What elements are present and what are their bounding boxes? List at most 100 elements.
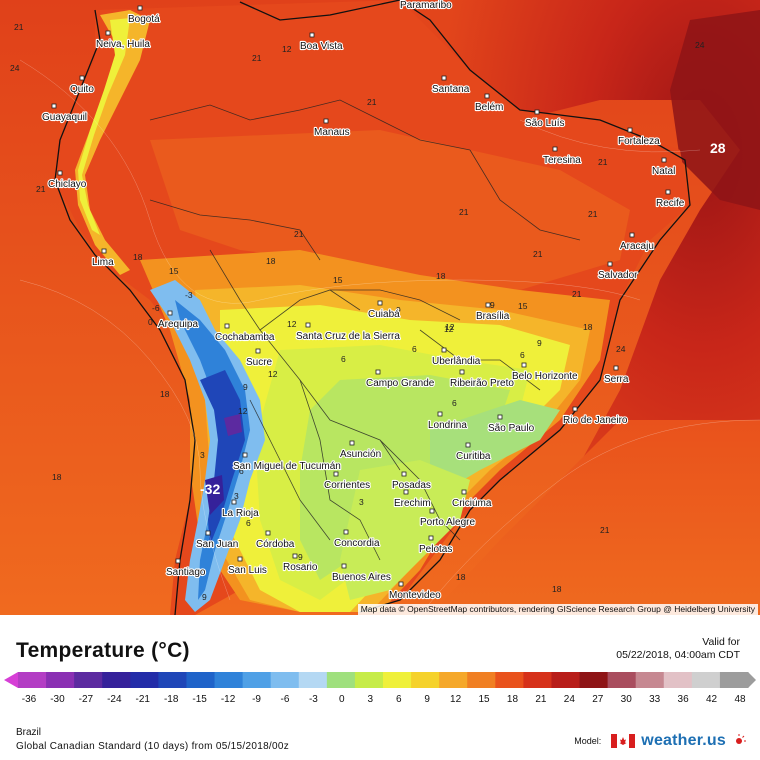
city-dot: [484, 93, 490, 99]
city-dot: [607, 261, 613, 267]
south-atlantic-fill: [430, 420, 760, 615]
north-andes-strip: [75, 10, 150, 275]
city-label: Quito: [70, 84, 94, 95]
city-label: Pelotas: [419, 544, 452, 555]
scale-swatch: [551, 672, 581, 688]
city-dot: [572, 406, 578, 412]
contour-label: 24: [616, 344, 626, 354]
brand-block[interactable]: Model: weather.us: [574, 728, 746, 754]
city-dot: [441, 75, 447, 81]
city-label: Corrientes: [324, 480, 370, 491]
city-label: La Rioja: [222, 508, 259, 519]
site-logo[interactable]: weather.us: [641, 732, 726, 749]
scale-swatch: [354, 672, 384, 688]
scale-swatch: [242, 672, 272, 688]
city-label: Criciúma: [452, 498, 492, 509]
city-dot: [441, 347, 447, 353]
city-label: Aracaju: [620, 241, 654, 252]
city-dot: [51, 103, 57, 109]
city-label: Cochabamba: [215, 332, 275, 343]
city-label: Sucre: [246, 357, 273, 368]
city-dot: [79, 75, 85, 81]
city-dot: [205, 530, 211, 536]
scale-swatch: [523, 672, 552, 688]
map-attribution: Map data © OpenStreetMap contributors, r…: [357, 604, 758, 615]
contour-label: 9: [490, 300, 495, 310]
scale-swatch: [383, 672, 412, 688]
scale-tick-label: 18: [506, 694, 519, 705]
model-label: Model:: [574, 736, 602, 746]
scale-tick-label: 21: [535, 694, 547, 705]
city-label: Montevideo: [389, 590, 441, 601]
scale-swatch: [663, 672, 693, 688]
contour-label: 6: [520, 350, 525, 360]
scale-swatch: [214, 672, 244, 688]
city-label: Teresina: [543, 155, 581, 166]
contour-label: 24: [10, 63, 20, 73]
min-temp-label: -32: [200, 481, 220, 497]
city-label: Londrina: [428, 420, 467, 431]
scale-swatch: [579, 672, 609, 688]
andes-coldest-patch: [224, 414, 242, 436]
contour-label: 9: [243, 382, 248, 392]
contour-label: 9: [298, 552, 303, 562]
city-label: Belo Horizonte: [512, 371, 578, 382]
city-dot: [175, 558, 181, 564]
city-label: Guayaquil: [42, 112, 87, 123]
city-label: Serra: [604, 374, 629, 385]
city-dot: [629, 232, 635, 238]
scale-swatch: [298, 672, 328, 688]
contour-label: 9: [537, 338, 542, 348]
city-label: Buenos Aires: [332, 572, 391, 583]
andes-coldest-south: [205, 475, 224, 515]
city-dot: [485, 302, 491, 308]
city-dot: [398, 581, 404, 587]
city-label: Campo Grande: [366, 378, 435, 389]
city-dot: [552, 146, 558, 152]
contour-label: 21: [36, 184, 46, 194]
city-dot: [461, 489, 467, 495]
contour-label: 21: [588, 209, 598, 219]
city-dot: [437, 411, 443, 417]
scale-tick-label: 12: [450, 694, 462, 705]
city-label: Santana: [432, 84, 470, 95]
city-dot: [375, 369, 381, 375]
color-scale-bar: [4, 672, 756, 688]
contour-label: 21: [459, 207, 469, 217]
contour-label: 21: [252, 53, 262, 63]
scale-tick-label: 30: [620, 694, 632, 705]
city-dot: [534, 109, 540, 115]
scale-tick-label: 9: [424, 694, 430, 705]
contour-label: 3: [204, 540, 209, 550]
contour-label: -6: [152, 303, 160, 313]
city-label: Concordia: [334, 538, 380, 549]
contour-label: 21: [600, 525, 610, 535]
valid-label: Valid for: [702, 636, 740, 648]
scale-tick-label: -15: [192, 694, 207, 705]
city-dot: [497, 414, 503, 420]
contour-label: 18: [160, 389, 170, 399]
city-label: San Juan: [196, 539, 238, 550]
city-label: Paramaribo: [400, 0, 452, 11]
region-label: Brazil: [16, 727, 42, 738]
city-dot: [429, 508, 435, 514]
city-label: Curitiba: [456, 451, 491, 462]
contour-label: 12: [268, 369, 278, 379]
contour-label: 21: [572, 289, 582, 299]
scale-swatch: [439, 672, 468, 688]
city-dot: [613, 365, 619, 371]
contour-label: 6: [412, 344, 417, 354]
contour-label: 9: [396, 305, 401, 315]
color-scale-ticks: -36 -30 -27 -24 -21 -18 -15 -12 -9 -6 -3 0 3 6 9 12 15 18…: [0, 694, 760, 708]
north-andes-yellow: [78, 18, 130, 235]
city-dot: [242, 452, 248, 458]
scale-swatch: [46, 672, 75, 688]
scale-swatch: [186, 672, 216, 688]
scale-tick-label: -27: [78, 694, 94, 705]
city-dot: [401, 471, 407, 477]
city-label: Posadas: [392, 480, 431, 491]
contour-label: 18: [583, 322, 593, 332]
temperature-map[interactable]: 24 21 21 21 24 21 21 21 21 21 21 18 15 1…: [0, 0, 760, 615]
contour-labels: 24 21 21 21 24 21 21 21 21 21 21 18 15 1…: [10, 22, 705, 602]
city-label: San Luis: [228, 565, 267, 576]
